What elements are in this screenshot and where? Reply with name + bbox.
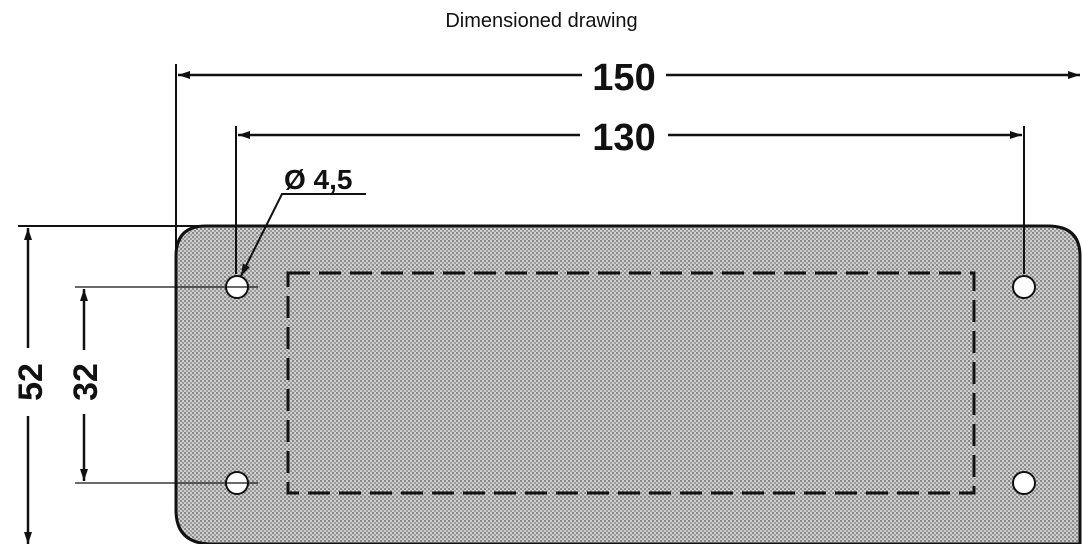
hole-diameter-leader bbox=[240, 193, 366, 277]
hole-centerlines bbox=[75, 286, 258, 484]
mounting-hole-top-right bbox=[1012, 275, 1036, 299]
mounting-hole-bottom-right bbox=[1012, 471, 1036, 495]
dimension-label-52: 52 bbox=[12, 363, 50, 401]
dimension-label-32: 32 bbox=[67, 363, 105, 401]
cutout-outline bbox=[286, 271, 976, 495]
dimension-label-150: 150 bbox=[592, 57, 655, 99]
plate-body bbox=[174, 224, 1082, 544]
drawing-caption: Dimensioned drawing bbox=[445, 10, 638, 32]
dimension-label-130: 130 bbox=[592, 117, 655, 159]
extension-lines bbox=[18, 64, 1025, 274]
dimension-label-hole-diameter: Ø 4,5 bbox=[284, 164, 352, 195]
